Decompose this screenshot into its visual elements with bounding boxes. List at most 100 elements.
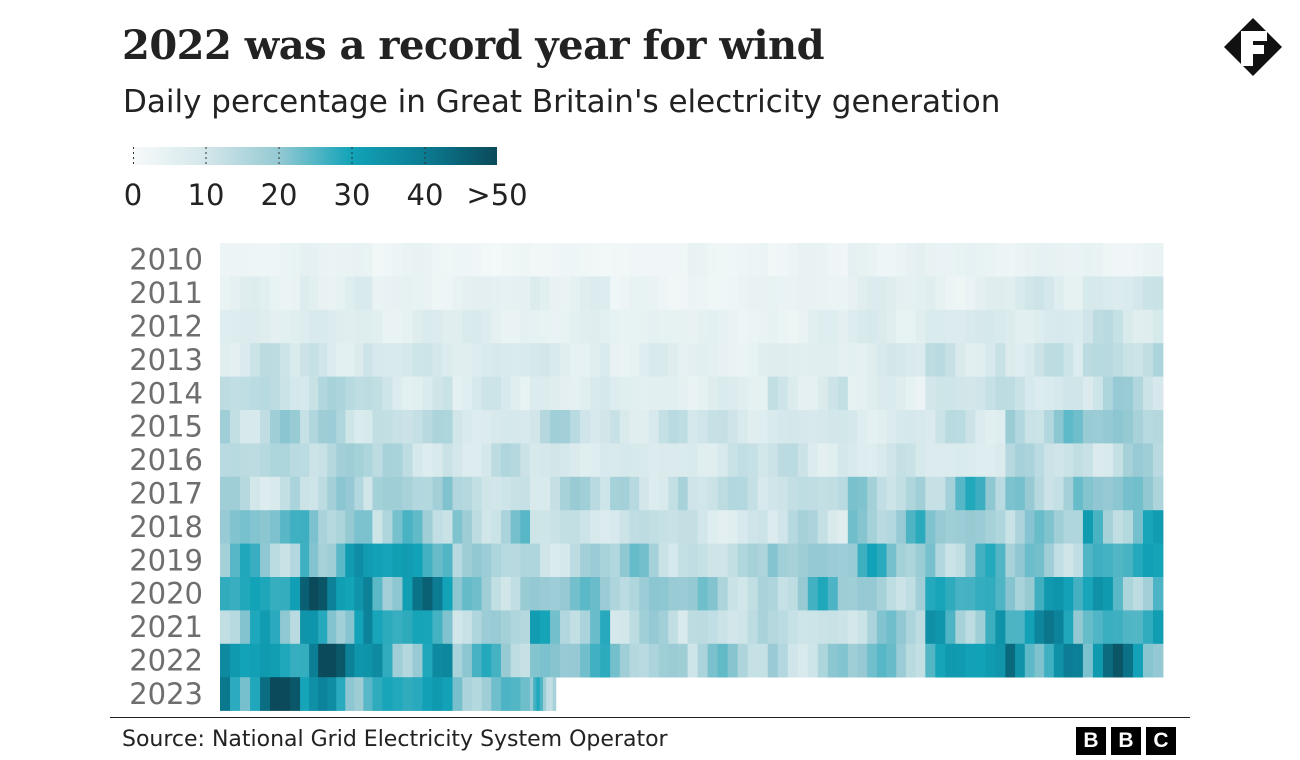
heatmap-cell-2023-m3: [392, 677, 403, 711]
heatmap-cell-2010-m4: [452, 243, 463, 277]
heatmap-cell-2011-m6: [629, 276, 640, 311]
heatmap-cell-2016-m9: [857, 443, 868, 478]
heatmap-cell-2017-m8: [767, 476, 779, 511]
heatmap-cell-2011-m10: [985, 276, 996, 311]
heatmap-cell-2011-m8: [787, 276, 799, 311]
heatmap-cell-2021-m7: [697, 610, 709, 645]
heatmap-cell-2011-m9: [867, 276, 878, 311]
heatmap-cell-2015-m9: [876, 410, 887, 444]
heatmap-cell-2020-m9: [896, 577, 907, 611]
heatmap-cell-2019-m6: [677, 543, 689, 578]
heatmap-cell-2016-m8: [827, 443, 839, 478]
heatmap-cell-2010-m11: [1044, 243, 1055, 277]
heatmap-cell-2010-m4: [471, 243, 482, 277]
heatmap-cell-2012-m1: [290, 309, 301, 344]
heatmap-cell-2016-m8: [817, 443, 829, 478]
heatmap-cell-2023-m4: [510, 677, 521, 711]
heatmap-cell-2011-m5: [560, 276, 571, 311]
heatmap-cell-2020-m6: [629, 577, 640, 611]
heatmap-cell-2021-m2: [309, 610, 319, 645]
heatmap-cell-2014-m8: [807, 376, 819, 411]
heatmap-cell-2011-m12: [1132, 276, 1144, 311]
heatmap-cell-2010-m10: [975, 243, 986, 277]
heatmap-cell-2010-m3: [392, 243, 403, 277]
heatmap-cell-2014-m8: [817, 376, 829, 411]
heatmap-cell-2013-m10: [925, 343, 936, 377]
heatmap-cell-2018-m5: [600, 510, 611, 544]
heatmap-cell-2013-m9: [905, 343, 917, 377]
heatmap-cell-2011-m11: [1034, 276, 1045, 311]
heatmap-cell-2014-m1: [270, 376, 281, 411]
heatmap-cell-2011-m12: [1082, 276, 1094, 311]
heatmap-cell-2010-m5: [540, 243, 551, 277]
heatmap-cell-2013-m11: [1044, 343, 1055, 377]
heatmap-cell-2018-m5: [540, 510, 551, 544]
heatmap-cell-2018-m12: [1112, 510, 1124, 544]
heatmap-cell-2022-m3: [392, 643, 403, 678]
heatmap-cell-2010-m3: [382, 243, 393, 277]
heatmap-cell-2020-m2: [336, 577, 346, 611]
heatmap-cell-2021-m11: [1053, 610, 1064, 645]
heatmap-cell-2015-m11: [1024, 410, 1035, 444]
heatmap-cell-2012-m12: [1092, 309, 1104, 344]
heatmap-cell-2016-m10: [965, 443, 976, 478]
heatmap-cell-2015-m12: [1082, 410, 1094, 444]
heatmap-cell-2012-m6: [658, 309, 669, 344]
heatmap-cell-2018-m5: [530, 510, 541, 544]
heatmap-cell-2019-m5: [570, 543, 581, 578]
heatmap-cell-2017-m4: [471, 476, 482, 511]
heatmap-cell-2012-m3: [412, 309, 423, 344]
heatmap-cell-2022-m1: [250, 643, 261, 678]
heatmap-cell-2015-m1: [250, 410, 261, 444]
heatmap-cell-2021-m11: [1005, 610, 1016, 645]
heatmap-cell-2020-m11: [1073, 577, 1084, 611]
heatmap-cell-2016-m5: [530, 443, 541, 478]
heatmap-cell-2023-m5: [549, 677, 554, 711]
heatmap-cell-2018-m6: [677, 510, 689, 544]
heatmap-cell-2022-m4: [481, 643, 492, 678]
heatmap-cell-2022-m7: [697, 643, 709, 678]
heatmap-cell-2014-m11: [1073, 376, 1084, 411]
heatmap-cell-2021-m5: [580, 610, 591, 645]
heatmap-cell-2013-m2: [318, 343, 328, 377]
heatmap-cell-2019-m1: [260, 543, 271, 578]
heatmap-cell-2023-m5: [530, 677, 534, 711]
heatmap-cell-2011-m9: [915, 276, 926, 311]
heatmap-cell-2020-m3: [412, 577, 423, 611]
heatmap-cell-2015-m9: [915, 410, 926, 444]
heatmap-cell-2011-m4: [500, 276, 512, 311]
heatmap-cell-2014-m6: [610, 376, 621, 411]
heatmap-cell-2019-m3: [392, 543, 403, 578]
heatmap-cell-2012-m4: [510, 309, 521, 344]
heatmap-cell-2015-m11: [1015, 410, 1026, 444]
heatmap-cell-2013-m12: [1142, 343, 1154, 377]
heatmap-cell-2018-m4: [452, 510, 463, 544]
heatmap-cell-2019-m1: [250, 543, 261, 578]
heatmap-cell-2010-m10: [965, 243, 976, 277]
heatmap-cell-2014-m12: [1142, 376, 1154, 411]
heatmap-cell-2015-m9: [857, 410, 868, 444]
heatmap-cell-2020-m4: [462, 577, 473, 611]
heatmap-cell-2015-m9: [905, 410, 917, 444]
heatmap-cell-2013-m5: [590, 343, 601, 377]
heatmap-cell-2013-m2: [354, 343, 364, 377]
heatmap-cell-2019-m12: [1102, 543, 1114, 578]
heatmap-cell-2018-m5: [560, 510, 571, 544]
heatmap-cell-2014-m2: [327, 376, 337, 411]
heatmap-cell-2020-m6: [677, 577, 689, 611]
heatmap-cell-2011-m4: [452, 276, 463, 311]
heatmap-cell-2018-m7: [757, 510, 769, 544]
heatmap-cell-2010-m8: [777, 243, 789, 277]
heatmap-cell-2014-m10: [985, 376, 996, 411]
heatmap-cell-2013-m7: [737, 343, 749, 377]
heatmap-cell-2022-m9: [857, 643, 868, 678]
heatmap-cell-2015-m3: [432, 410, 443, 444]
heatmap-cell-2019-m8: [797, 543, 809, 578]
heatmap-cell-2010-m7: [727, 243, 739, 277]
heatmap-cell-2015-m11: [1005, 410, 1016, 444]
heatmap-cell-2019-m5: [580, 543, 591, 578]
heatmap-cell-2015-m7: [717, 410, 729, 444]
heatmap-cell-2015-m12: [1152, 410, 1164, 444]
heatmap-cell-2016-m12: [1112, 443, 1124, 478]
